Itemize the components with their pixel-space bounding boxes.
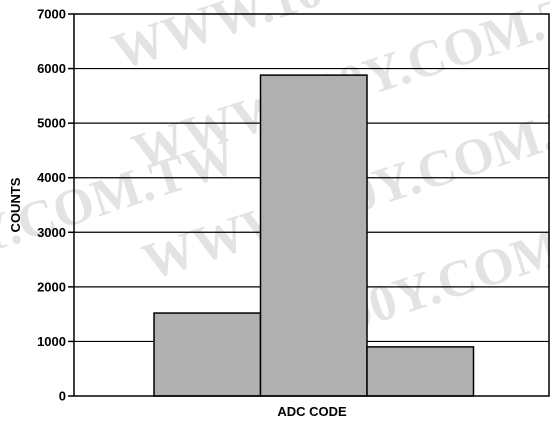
y-tick-label: 6000	[37, 61, 66, 76]
x-axis-title: ADC CODE	[277, 404, 347, 419]
plot-frame	[73, 13, 550, 397]
y-tick-label: 3000	[37, 225, 66, 240]
y-tick-label: 0	[59, 389, 66, 404]
bars	[153, 74, 475, 397]
y-tick-label: 5000	[37, 116, 66, 131]
y-tick-label: 4000	[37, 170, 66, 185]
y-axis-title: COUNTS	[8, 177, 23, 232]
histogram-bar	[153, 312, 262, 397]
y-tick-label: 1000	[37, 334, 66, 349]
y-axis-ticks: 0 1000 2000 3000 4000 5000 6000 7000	[37, 7, 74, 404]
y-tick-label: 7000	[37, 7, 66, 22]
y-tick-label: 2000	[37, 279, 66, 294]
histogram-bar	[259, 74, 368, 397]
histogram-bar	[366, 346, 475, 397]
